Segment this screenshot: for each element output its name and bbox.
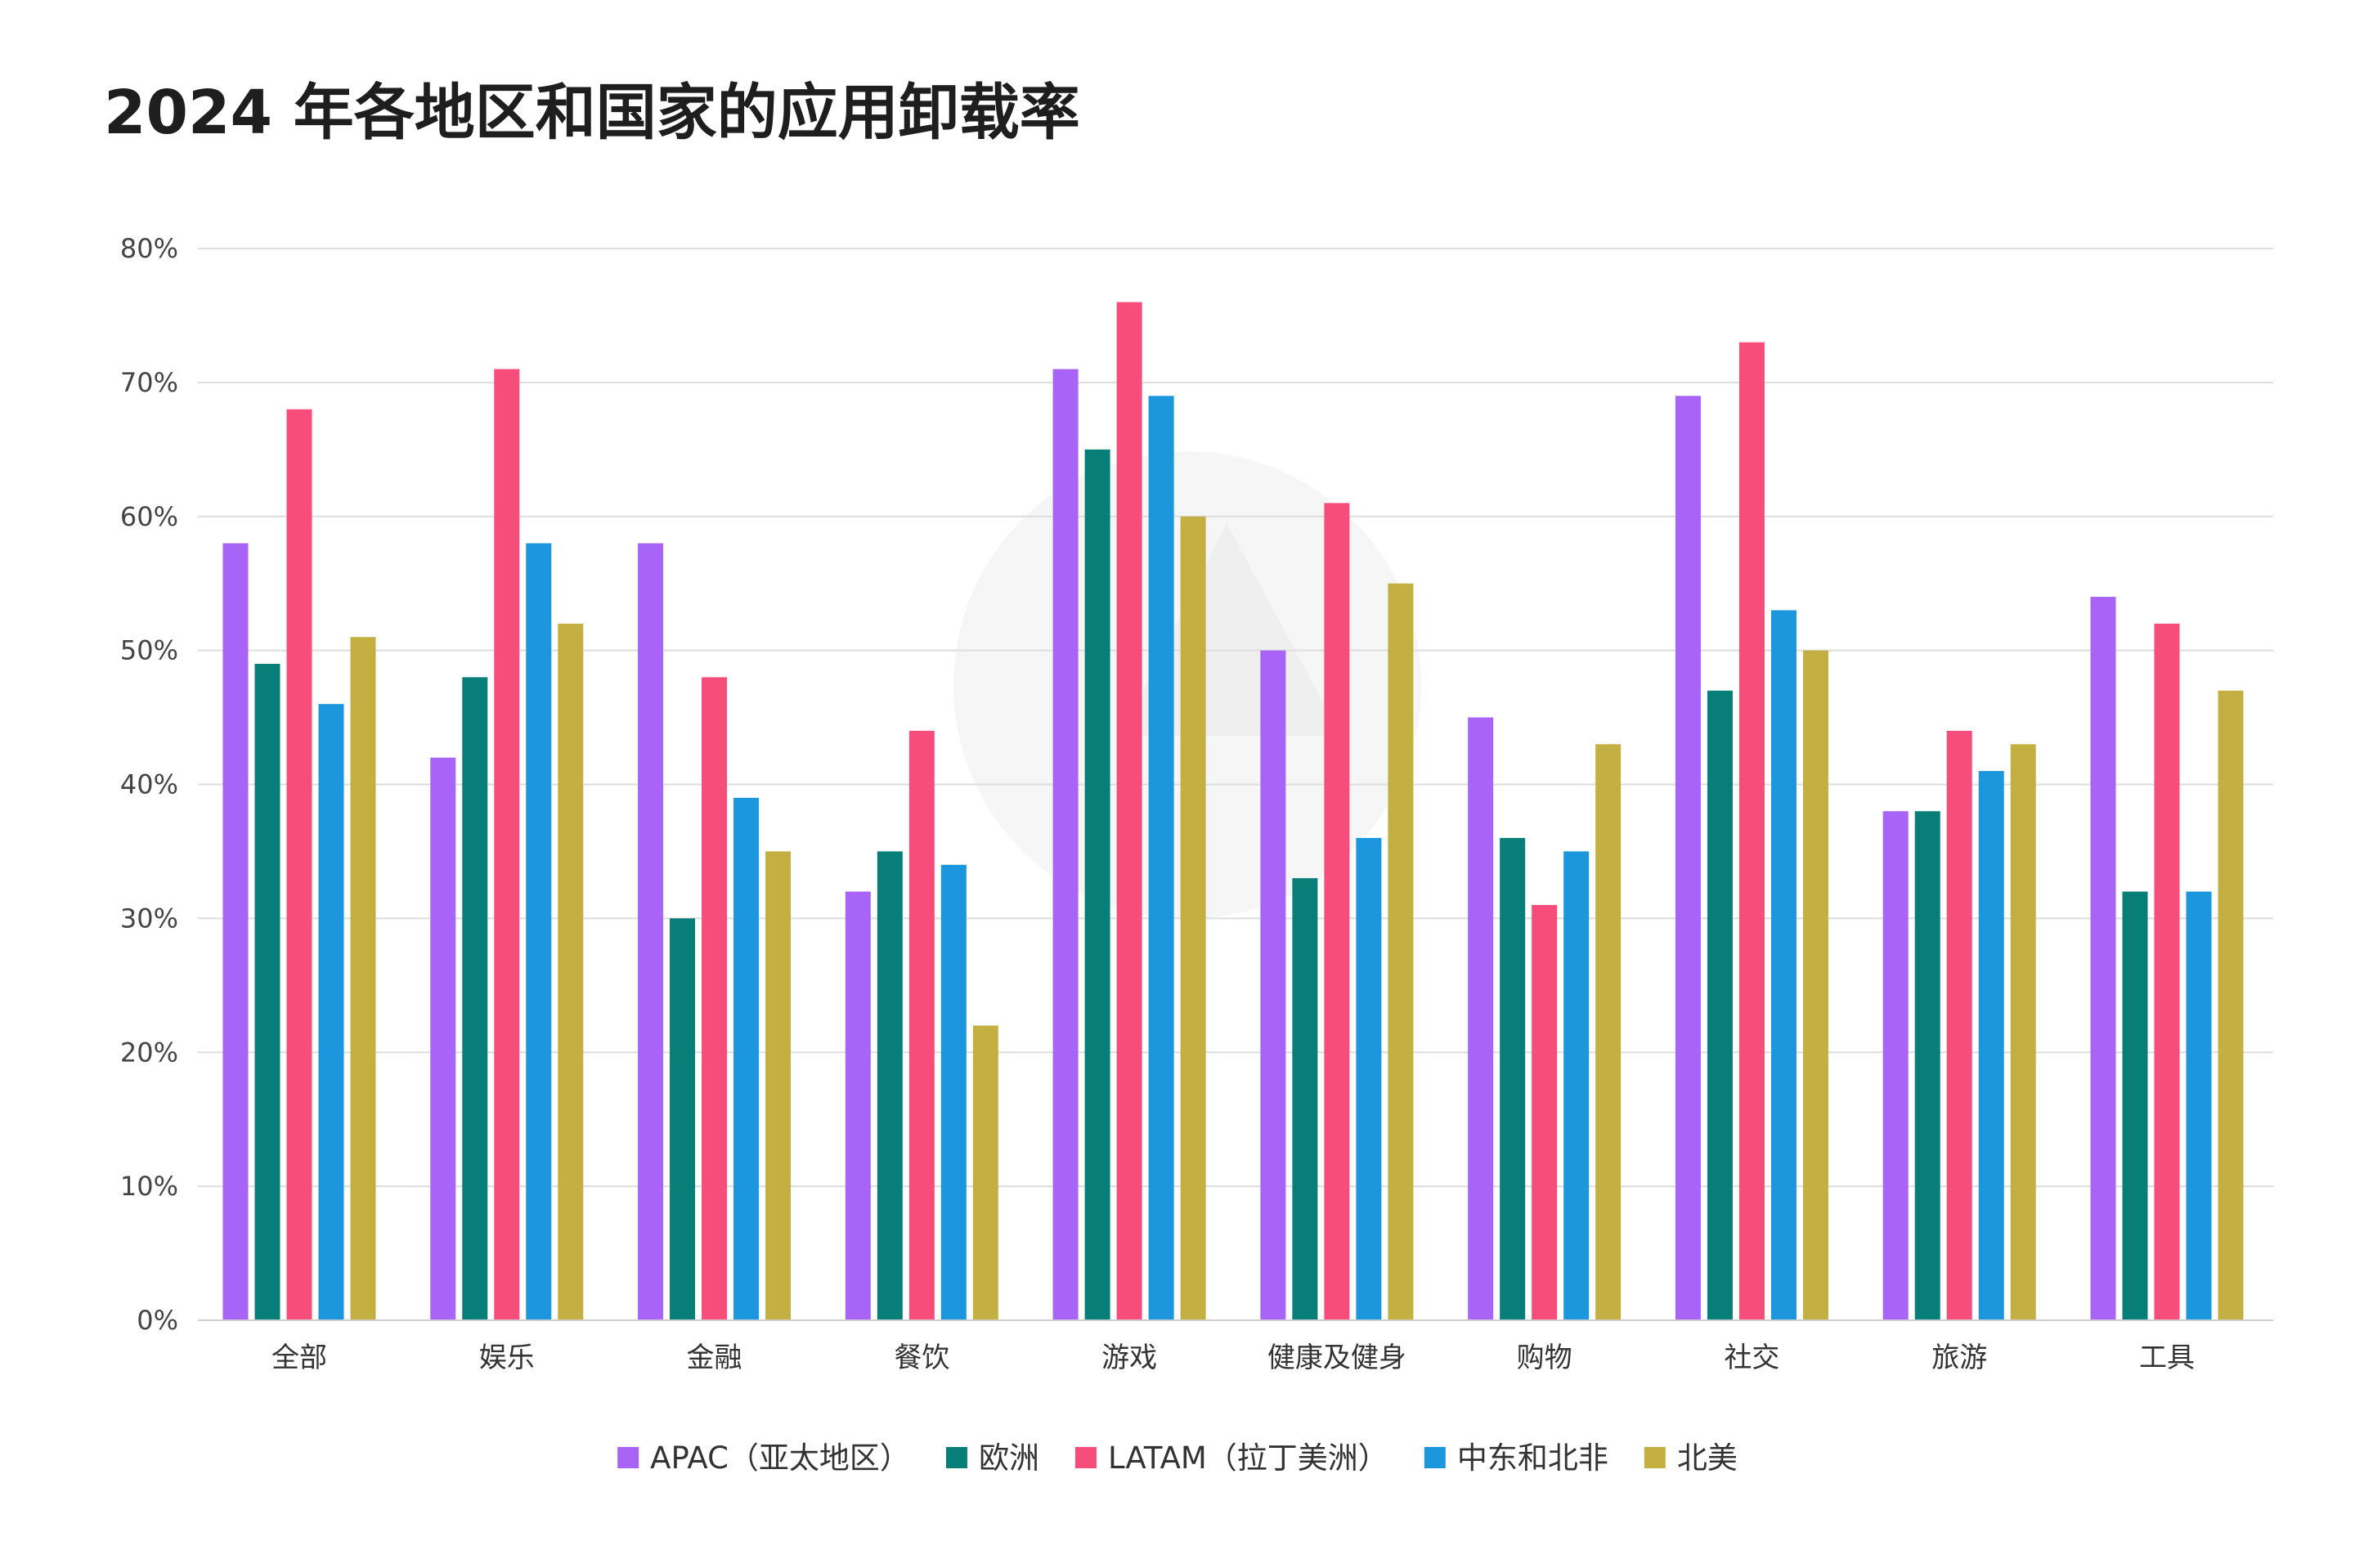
watermark-shape	[1120, 523, 1341, 736]
bar-3-3	[940, 864, 967, 1320]
bar-9-1	[2122, 891, 2148, 1320]
x-tick-label: 购物	[1517, 1342, 1572, 1374]
y-axis-tick-labels: 0% 10% 20% 30% 40% 50% 60% 70% 80%	[120, 233, 178, 1336]
bar-3-4	[972, 1025, 998, 1320]
bar-1-1	[462, 677, 488, 1320]
bar-9-2	[2154, 623, 2180, 1320]
bar-0-4	[350, 637, 376, 1320]
legend-label: 欧洲	[979, 1440, 1039, 1476]
legend-swatch	[945, 1447, 967, 1468]
bar-5-3	[1356, 838, 1382, 1320]
bar-3-0	[845, 891, 871, 1320]
bar-8-1	[1914, 811, 1940, 1320]
bar-9-4	[2218, 690, 2244, 1320]
x-tick-label: 健康及健身	[1267, 1342, 1406, 1374]
y-tick-label: 50%	[120, 635, 178, 666]
bar-5-0	[1260, 650, 1286, 1320]
bar-4-2	[1116, 302, 1142, 1320]
bar-8-0	[1882, 811, 1909, 1320]
bar-3-1	[877, 851, 903, 1320]
legend-swatch	[1424, 1447, 1446, 1468]
bar-1-2	[494, 369, 520, 1320]
bar-7-2	[1738, 342, 1765, 1320]
bar-4-3	[1148, 396, 1174, 1321]
bar-2-4	[765, 851, 792, 1320]
bar-2-1	[670, 918, 696, 1320]
legend-label: APAC（亚太地区）	[650, 1440, 910, 1476]
bar-1-0	[430, 757, 456, 1320]
bar-6-3	[1563, 851, 1590, 1320]
x-tick-label: 餐饮	[894, 1342, 949, 1374]
legend-item-1: 欧洲	[945, 1440, 1039, 1476]
x-tick-label: 全部	[271, 1342, 327, 1374]
x-axis-tick-labels: 全部 娱乐 金融 餐饮 游戏 健康及健身 购物 社交 旅游 工具	[271, 1342, 2195, 1374]
bar-1-4	[558, 623, 584, 1320]
x-tick-label: 金融	[687, 1342, 742, 1374]
bar-6-4	[1595, 744, 1622, 1320]
bar-4-1	[1084, 449, 1110, 1320]
bar-0-3	[318, 704, 344, 1320]
x-tick-label: 娱乐	[479, 1342, 535, 1374]
x-tick-label: 社交	[1724, 1342, 1779, 1374]
bar-5-1	[1292, 878, 1318, 1320]
bar-2-3	[733, 797, 760, 1320]
bar-2-0	[638, 543, 664, 1320]
y-tick-label: 70%	[120, 367, 178, 398]
legend-label: 北美	[1677, 1440, 1738, 1476]
y-tick-label: 40%	[120, 769, 178, 800]
y-tick-label: 20%	[120, 1037, 178, 1068]
legend-item-3: 中东和北非	[1424, 1440, 1608, 1476]
bar-7-0	[1675, 396, 1701, 1321]
legend: APAC（亚太地区） 欧洲 LATAM（拉丁美洲） 中东和北非 北美	[617, 1440, 1738, 1476]
x-tick-label: 工具	[2139, 1342, 2195, 1374]
bar-1-3	[526, 543, 552, 1320]
legend-swatch	[617, 1447, 639, 1468]
y-tick-label: 0%	[137, 1305, 178, 1336]
bar-7-1	[1707, 690, 1733, 1320]
bar-9-3	[2186, 891, 2212, 1320]
y-tick-label: 60%	[120, 501, 178, 532]
bar-9-0	[2090, 597, 2116, 1320]
x-tick-label: 游戏	[1101, 1342, 1157, 1374]
bar-5-2	[1324, 503, 1350, 1320]
legend-swatch	[1074, 1447, 1097, 1468]
legend-label: LATAM（拉丁美洲）	[1108, 1440, 1388, 1476]
bar-3-2	[908, 730, 935, 1320]
bar-4-0	[1052, 369, 1079, 1320]
bar-8-3	[1978, 771, 2004, 1320]
bar-0-0	[222, 543, 249, 1320]
x-tick-label: 旅游	[1931, 1342, 1987, 1374]
bar-0-1	[254, 664, 280, 1320]
bar-7-4	[1802, 650, 1828, 1320]
bar-0-2	[286, 409, 312, 1320]
bar-2-2	[702, 677, 728, 1320]
legend-item-2: LATAM（拉丁美洲）	[1074, 1440, 1388, 1476]
bar-7-3	[1770, 610, 1797, 1320]
bar-8-4	[2010, 744, 2036, 1320]
y-tick-label: 10%	[120, 1171, 178, 1202]
bar-4-4	[1180, 516, 1206, 1320]
bars	[222, 302, 2244, 1321]
bar-6-2	[1532, 904, 1558, 1320]
chart-title: 2024 年各地区和国家的应用卸载率	[104, 78, 1080, 148]
y-tick-label: 80%	[120, 233, 178, 264]
legend-swatch	[1644, 1447, 1666, 1468]
bar-8-2	[1946, 730, 1972, 1320]
bar-6-1	[1500, 838, 1526, 1320]
bar-6-0	[1468, 717, 1494, 1320]
legend-label: 中东和北非	[1457, 1440, 1608, 1476]
legend-item-4: 北美	[1644, 1440, 1738, 1476]
bar-5-4	[1388, 583, 1414, 1320]
legend-item-0: APAC（亚太地区）	[617, 1440, 910, 1476]
y-tick-label: 30%	[120, 903, 178, 934]
